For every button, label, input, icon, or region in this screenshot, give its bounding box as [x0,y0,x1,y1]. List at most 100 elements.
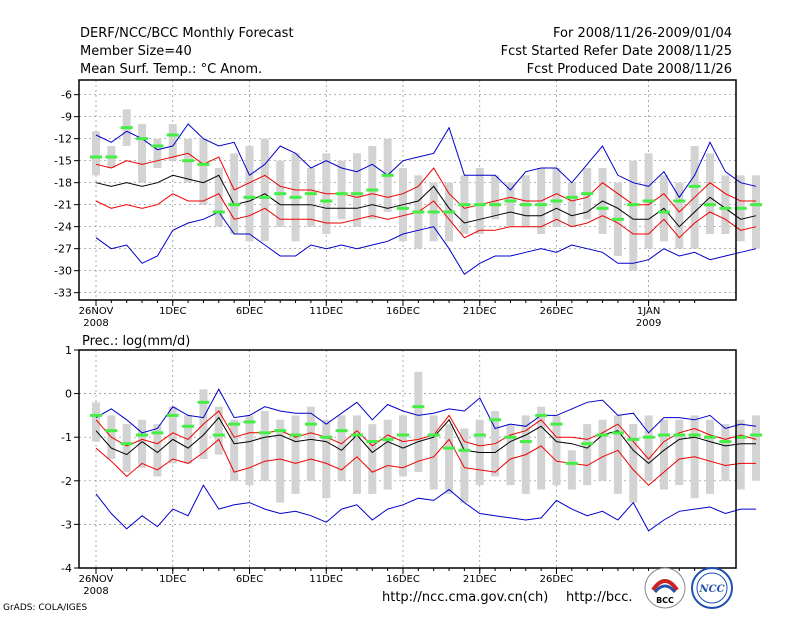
prec-upper-quartile-line [95,410,757,460]
prec-spread-bar [291,415,300,494]
temp-xtick-label: 11DEC [309,306,343,317]
prec-frame [78,349,737,569]
temp-spread-bar [491,175,500,220]
member-size: Member Size=40 [80,44,192,59]
prec-spread-bar [122,424,131,473]
prec-spread-bar [383,419,392,490]
prec-xtick-label: 16DEC [386,574,420,585]
prec-spread-bar [414,371,423,473]
temp-spread-bar [368,146,377,220]
temp-spread-bar [721,175,730,234]
prec-xtick-label: 26DEC [540,574,574,585]
temp-spread-bar [92,131,100,176]
temp-xtick-label: 16DEC [386,306,420,317]
prec-spread-bar [352,415,361,494]
temp-spread-bar [138,124,147,183]
temp-spread-bar [306,168,315,227]
temp-spread-bar [245,146,254,242]
prec-spread-bar [567,450,576,490]
temp-spread-bar [352,153,361,227]
prec-spread-bar [168,406,177,464]
temp-xtick-label: 26NOV [79,306,114,317]
prec-spread-bar [583,424,592,486]
prec-spread-bar [598,419,607,481]
temp-xtick-label: 21DEC [463,306,497,317]
prec-spread-bar [659,419,668,490]
temp-frame [78,79,737,301]
prec-spread-bar [675,419,684,486]
prec-spread-bar [337,415,346,481]
prec-spread-bar [368,424,377,494]
prec-spread-bar [629,424,638,503]
prec-ytick-label: 1 [65,344,72,357]
prec-upper-extreme-line [95,388,757,434]
temp-upper-extreme-line [95,123,757,199]
temp-ytick-label: -18 [54,177,72,190]
temp-lower-extreme-line [95,211,757,276]
prec-xtick-label: 1DEC [159,574,186,585]
prec-spread-bar [613,415,622,494]
temp-spread-bar [153,138,162,168]
prec-spread-bar [322,419,331,499]
temp-xtick-sublabel: 2009 [636,318,661,329]
prec-ytick-label: -2 [61,475,72,488]
prec-xtick-sublabel: 2008 [83,586,108,597]
prec-xtick-label: 26NOV [79,574,114,585]
temp-ytick-label: -21 [54,199,72,212]
prec-spread-bar [260,411,269,481]
prec-spread-bar [399,415,407,477]
temp-spread-bar [629,160,638,271]
prec-spread-bar [644,415,653,481]
prec-spread-bar [153,424,162,477]
prec-spread-bar [752,415,761,481]
prec-spread-bar [276,419,285,503]
variable-label: Mean Surf. Temp.: °C Anom. [80,62,263,77]
ncc-logo: NCC [690,566,734,614]
temp-ytick-label: -9 [61,111,72,124]
temp-ytick-label: -33 [54,287,72,300]
temp-spread-bar [260,138,269,242]
temp-xtick-label: 1DEC [159,306,186,317]
temp-spread-bar [475,168,484,234]
temp-spread-bar [168,124,177,161]
prec-spread-bar [429,415,438,490]
temp-spread-bar [567,182,576,227]
prec-lower-extreme-line [95,484,756,532]
prec-xtick-label: 21DEC [463,574,497,585]
prec-spread-bar [445,424,454,494]
temp-spread-bar [230,153,239,234]
temp-spread-bar [675,182,684,249]
prec-spread-bar [460,428,469,503]
prec-ytick-label: -4 [61,562,72,575]
prec-spread-bar [230,419,239,481]
prec-ytick-label: -1 [61,431,72,444]
prec-spread-bar [92,402,100,442]
chart-title: DERF/NCC/BCC Monthly Forecast [80,26,294,41]
prec-spread-bar [306,406,315,481]
prec-spread-bar [138,419,147,468]
prec-spread-bar [706,419,714,494]
prec-spread-bar [537,406,546,490]
temp-spread-bar [752,175,761,249]
start-date: Fcst Started Refer Date 2008/11/25 [500,44,732,59]
ncc-url-link[interactable]: http://ncc.cma.gov.cn(ch) [382,590,549,605]
temp-spread-bar [552,168,561,227]
bcc-url-link[interactable]: http://bcc. [566,590,633,605]
temp-xtick-label: 6DEC [236,306,263,317]
temp-spread-bar [214,168,223,227]
prec-median-line [95,416,756,465]
prec-xtick-label: 6DEC [236,574,263,585]
temp-ytick-label: -15 [54,155,72,168]
prec-ytick-label: -3 [61,518,72,531]
prec-spread-bar [214,406,223,455]
prec-spread-bar [506,424,515,486]
bcc-logo-label: BCC [656,596,674,605]
prec-spread-bar [721,424,730,481]
precip-title: Prec.: log(mm/d) [82,334,190,349]
temp-lower-quartile-line [95,193,757,239]
temp-xtick-sublabel: 2008 [83,318,108,329]
produced-date: Fcst Produced Date 2008/11/26 [526,62,732,77]
